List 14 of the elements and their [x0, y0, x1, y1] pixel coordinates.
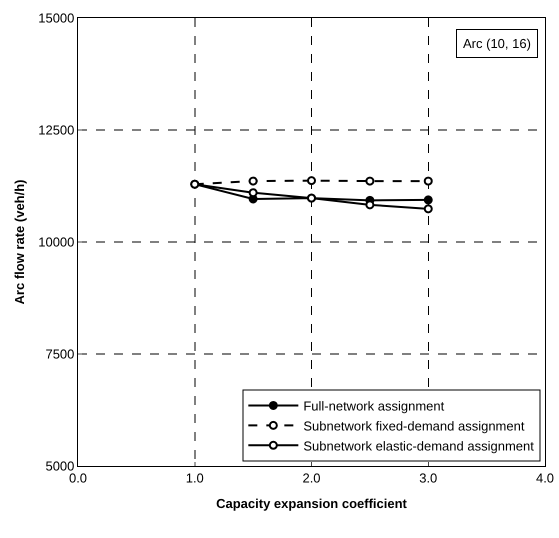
y-tick-label: 10000: [38, 234, 74, 250]
y-tick-label: 15000: [38, 10, 74, 26]
x-tick-label: 4.0: [536, 470, 554, 486]
x-axis-title: Capacity expansion coefficient: [216, 496, 408, 512]
y-axis-title: Arc flow rate (veh/h): [12, 180, 28, 304]
y-tick-label: 7500: [45, 346, 74, 362]
x-tick-label: 3.0: [419, 470, 438, 486]
x-tick-label: 2.0: [302, 470, 321, 486]
legend-label: Subnetwork elastic-demand assignment: [303, 438, 534, 454]
legend-label: Full-network assignment: [303, 398, 445, 414]
annotation: Arc (10, 16): [463, 36, 531, 51]
x-tick-label: 1.0: [186, 470, 204, 486]
legend-label: Subnetwork fixed-demand assignment: [303, 418, 525, 434]
y-tick-label: 12500: [38, 122, 74, 138]
